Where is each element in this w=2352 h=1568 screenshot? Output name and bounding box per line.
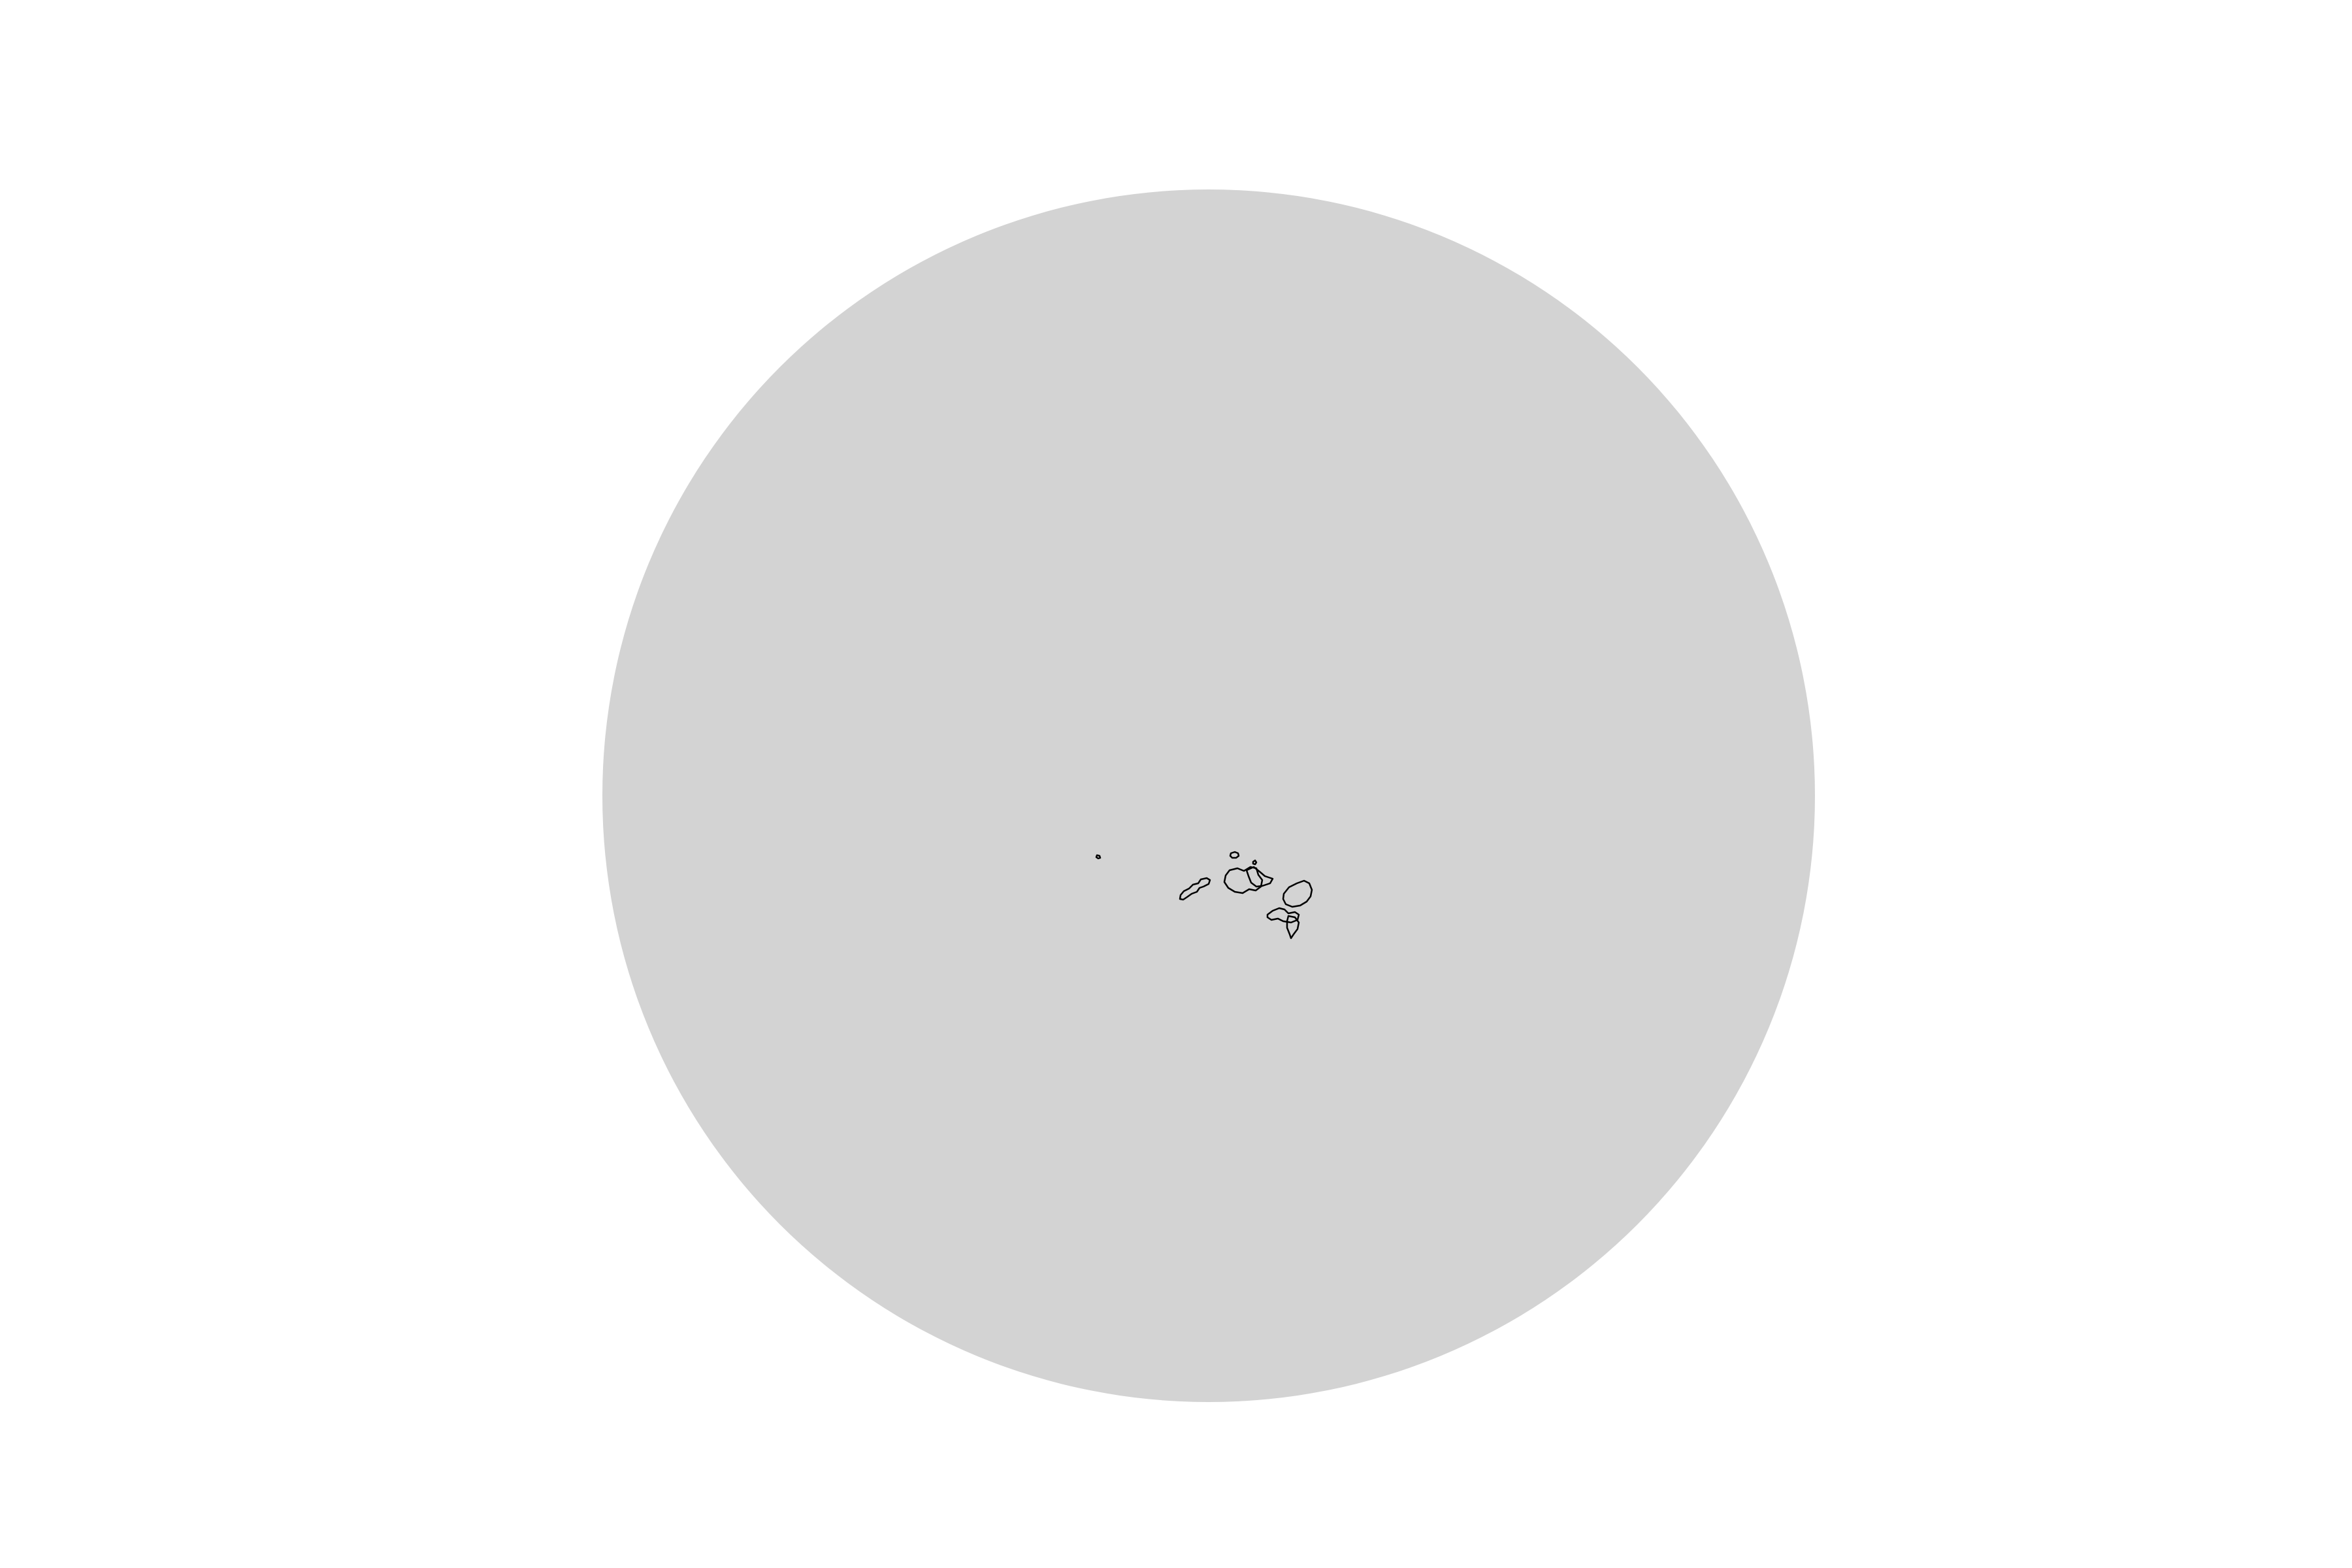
island-south-tip (1286, 915, 1300, 939)
island-central-east (1245, 866, 1274, 888)
island-south-cluster (1266, 907, 1300, 924)
islet-west (1095, 854, 1102, 860)
islet-north-b (1252, 859, 1258, 866)
globe-disc (602, 189, 1815, 1402)
islet-north-a (1229, 851, 1240, 859)
island-elongated-west (1179, 877, 1211, 901)
island-central (1223, 866, 1264, 894)
land-outlines (1095, 851, 1313, 939)
island-round-east (1282, 879, 1313, 908)
